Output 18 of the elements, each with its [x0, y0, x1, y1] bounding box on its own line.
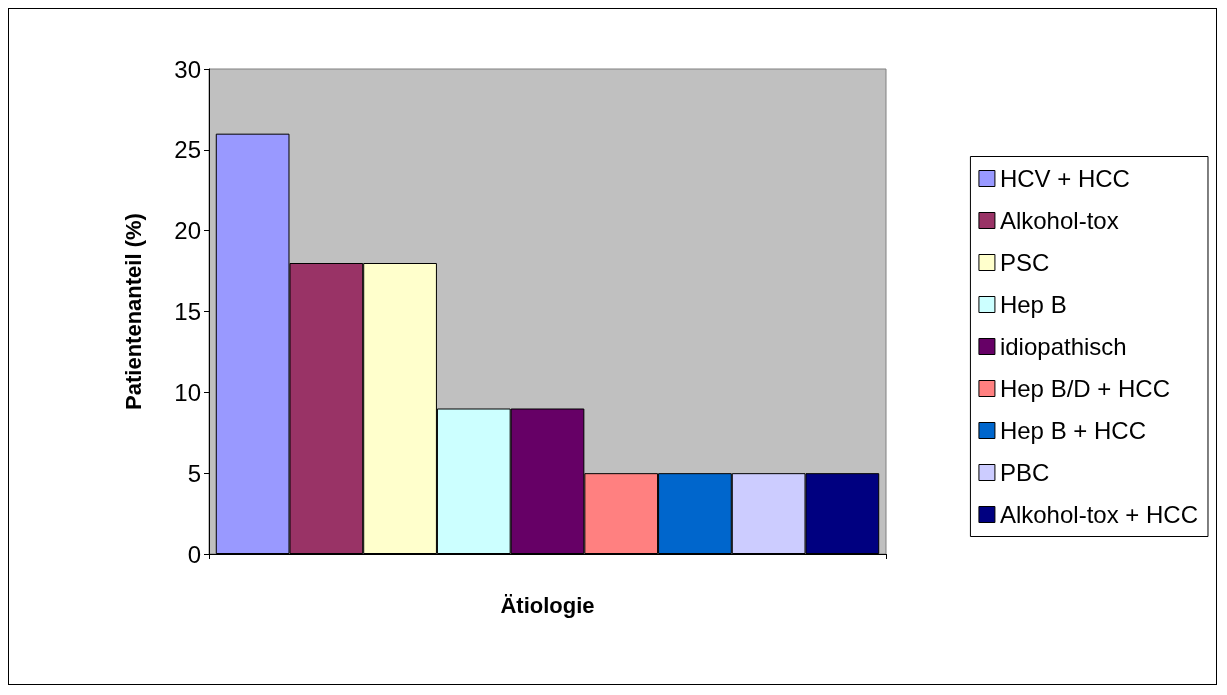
y-tick-label: 15 [174, 298, 201, 325]
legend-label: Hep B/D + HCC [999, 375, 1170, 402]
y-tick-label: 10 [174, 378, 201, 406]
y-tick-label: 5 [187, 459, 201, 487]
y-tick-label: 25 [174, 136, 201, 164]
legend-label: Hep B [999, 291, 1067, 318]
legend-label: idiopathisch [999, 333, 1127, 360]
legend-label: PSC [999, 249, 1050, 276]
legend-label: Alkohol-tox + HCC [999, 501, 1199, 528]
legend-label: Alkohol-tox [999, 207, 1119, 234]
y-axis-title: Patientenanteil (%) [120, 213, 146, 410]
y-tick-label: 30 [174, 55, 201, 83]
legend-label: PBC [999, 459, 1050, 486]
x-axis-title: Ätiologie [500, 592, 595, 618]
legend-label: Hep B + HCC [999, 417, 1146, 444]
y-tick-label: 0 [187, 540, 201, 568]
y-tick-label: 20 [174, 217, 201, 245]
legend-label: HCV + HCC [999, 165, 1130, 192]
